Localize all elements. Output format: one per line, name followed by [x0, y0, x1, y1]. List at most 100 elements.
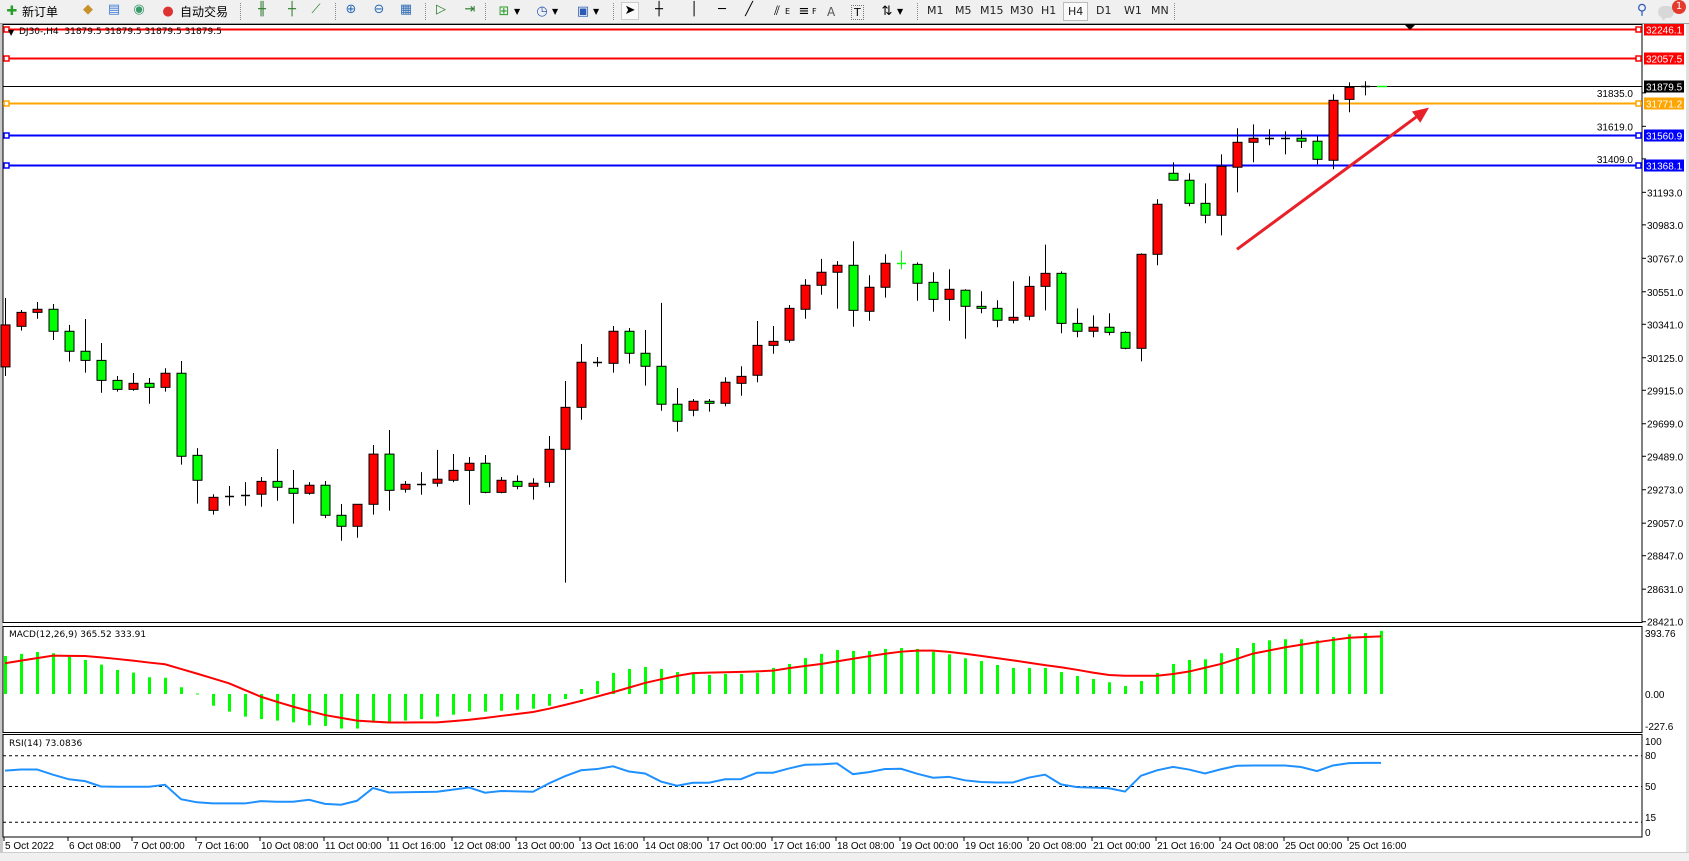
- timeframe-h4[interactable]: H4: [1063, 2, 1089, 21]
- price-tick-label: 30341.0: [1647, 320, 1684, 331]
- chat-icon[interactable]: [1658, 6, 1674, 21]
- candlestick-icon[interactable]: ┼: [288, 2, 296, 17]
- chart-menu-triangle-icon[interactable]: ▼: [8, 28, 15, 37]
- macd-histogram-bar: [1060, 672, 1063, 694]
- macd-histogram-bar: [804, 658, 807, 694]
- candle-body: [1056, 272, 1067, 324]
- bar-chart-icon[interactable]: ╫: [258, 2, 266, 17]
- candle-body: [496, 479, 507, 493]
- macd-histogram-bar: [436, 694, 439, 717]
- macd-histogram-bar: [676, 672, 679, 694]
- arrows-button[interactable]: ⇅ ▼: [879, 2, 904, 21]
- level-handle: [3, 132, 10, 139]
- data-window-icon[interactable]: ▤: [107, 2, 121, 17]
- cursor-icon[interactable]: ➤: [621, 2, 639, 20]
- candle: [80, 319, 91, 373]
- line-chart-icon[interactable]: ⟋: [311, 2, 321, 17]
- indicators-button[interactable]: ⊞ ▼: [496, 2, 521, 21]
- templates-button[interactable]: ▣ ▼: [575, 2, 599, 21]
- text-label-icon: T: [854, 6, 861, 19]
- equidistant-channel-button[interactable]: ⫽ E: [769, 2, 790, 21]
- macd-histogram-bar: [1124, 686, 1127, 694]
- macd-histogram-bar: [276, 694, 279, 721]
- chevron-down-icon: ▼: [593, 7, 600, 16]
- macd-histogram-bar: [1028, 667, 1031, 694]
- candle-body: [688, 400, 699, 411]
- horizontal-line-icon[interactable]: ─: [718, 2, 726, 17]
- candle-body: [1296, 137, 1307, 142]
- candle-body: [272, 480, 283, 488]
- macd-histogram-bar: [244, 694, 247, 717]
- macd-histogram-bar: [132, 672, 135, 694]
- level-price-label: 32057.5: [1646, 55, 1683, 66]
- candle: [1296, 130, 1307, 149]
- zoom-out-icon[interactable]: ⊖: [373, 2, 385, 17]
- crosshair-icon[interactable]: ┼: [655, 2, 663, 17]
- macd-histogram-bar: [948, 654, 951, 694]
- timeframe-mn[interactable]: MN: [1151, 4, 1169, 17]
- level-price-box: [1644, 23, 1684, 36]
- price-tick-label: 29915.0: [1647, 386, 1684, 397]
- candle-body: [1152, 203, 1163, 255]
- tile-windows-icon[interactable]: ▦: [399, 2, 413, 17]
- rsi-tick-label: 80: [1645, 751, 1657, 762]
- price-tick-label: 31409.0: [1597, 155, 1634, 166]
- auto-trading-icon: ●: [162, 3, 174, 19]
- auto-scroll-icon[interactable]: ▷: [436, 2, 446, 17]
- candle: [48, 304, 59, 340]
- fibonacci-button[interactable]: ≡ F: [796, 2, 817, 21]
- candle-body: [1200, 202, 1211, 216]
- candle-body: [32, 308, 43, 313]
- vertical-line-icon[interactable]: │: [690, 2, 698, 17]
- candle: [768, 326, 779, 354]
- level-price-label: 32246.1: [1646, 26, 1683, 37]
- candle-body: [800, 284, 811, 310]
- periods-button[interactable]: ◷ ▼: [534, 2, 558, 21]
- time-axis-label: 17 Oct 00:00: [709, 841, 767, 852]
- macd-histogram-bar: [484, 694, 487, 712]
- navigator-icon[interactable]: ◉: [133, 2, 145, 17]
- candle-body: [512, 480, 523, 487]
- trendline-icon[interactable]: ╱: [745, 2, 753, 17]
- timeframe-m5[interactable]: M5: [955, 4, 972, 17]
- chart-header: DJ30-,H4 31879.5 31879.5 31879.5 31879.5: [19, 27, 222, 37]
- new-order-button[interactable]: ✚ 新订单: [4, 2, 58, 21]
- timeframe-m1[interactable]: M1: [927, 4, 944, 17]
- candle: [1088, 315, 1099, 338]
- separator: [240, 3, 242, 20]
- candle: [1232, 128, 1243, 193]
- timeframe-m30[interactable]: M30: [1010, 4, 1034, 17]
- arrows-icon: ⇅: [881, 3, 893, 19]
- level-handle: [3, 55, 10, 62]
- status-strip: [0, 852, 1689, 861]
- macd-histogram-bar: [1348, 634, 1351, 694]
- market-watch-icon[interactable]: ◆: [83, 2, 93, 17]
- macd-histogram-bar: [644, 667, 647, 694]
- timeframe-h1[interactable]: H1: [1041, 4, 1057, 17]
- candle-body: [128, 382, 139, 390]
- candle: [800, 279, 811, 319]
- text-button[interactable]: A: [827, 2, 835, 21]
- macd-histogram-bar: [292, 694, 295, 723]
- chart-shift-icon[interactable]: ⇥: [464, 2, 476, 17]
- zoom-in-icon[interactable]: ⊕: [345, 2, 357, 17]
- price-tick-label: 31619.0: [1597, 122, 1634, 133]
- macd-histogram-bar: [1044, 667, 1047, 694]
- macd-histogram-bar: [1108, 682, 1111, 694]
- level-price-label: 31771.2: [1646, 100, 1683, 111]
- candle-body: [448, 469, 459, 481]
- search-icon[interactable]: ⚲: [1636, 2, 1648, 18]
- candle-body: [704, 400, 715, 404]
- timeframe-m15[interactable]: M15: [980, 4, 1004, 17]
- rsi-tick-label: 0: [1645, 828, 1651, 839]
- level-handle: [1635, 132, 1642, 139]
- text-icon: A: [827, 4, 836, 19]
- candle-body: [112, 379, 123, 390]
- candle-body: [1344, 86, 1355, 100]
- timeframe-d1[interactable]: D1: [1096, 4, 1112, 17]
- text-label-button[interactable]: T: [851, 5, 864, 20]
- timeframe-w1[interactable]: W1: [1124, 4, 1142, 17]
- candle: [1361, 81, 1370, 96]
- auto-trading-button[interactable]: ● 自动交易: [160, 2, 228, 21]
